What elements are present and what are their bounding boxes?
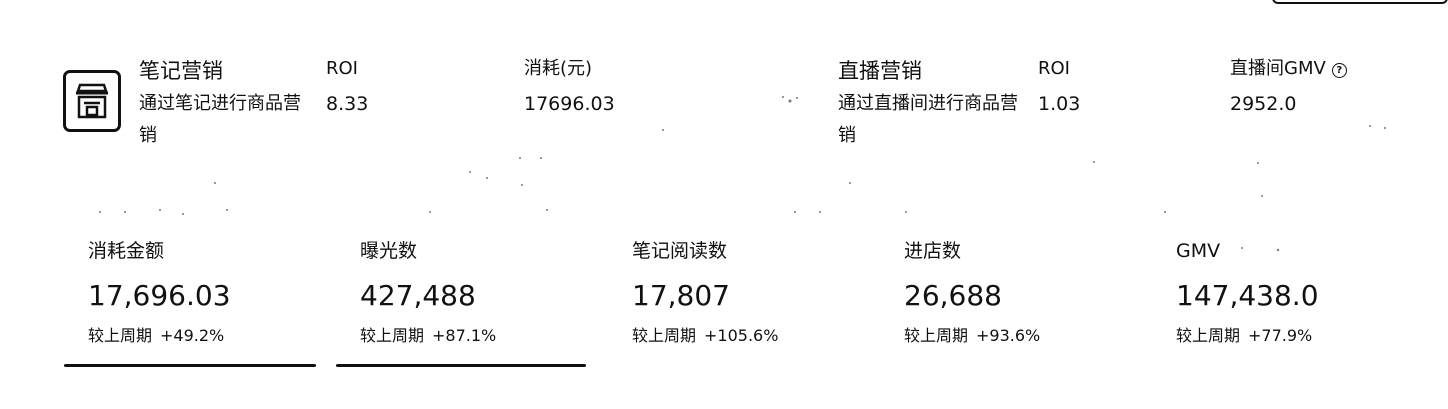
kpi-change: 较上周期 +49.2% bbox=[88, 325, 231, 347]
kpi-gmv[interactable]: GMV 147,438.0 较上周期 +77.9% bbox=[1176, 239, 1319, 347]
kpi-change-value: +105.6% bbox=[704, 326, 779, 345]
kpi-compare-label: 较上周期 bbox=[360, 326, 425, 345]
kpi-spend[interactable]: 消耗金额 17,696.03 较上周期 +49.2% bbox=[88, 239, 231, 347]
live-roi-label: ROI bbox=[1038, 58, 1070, 79]
kpi-change: 较上周期 +93.6% bbox=[904, 325, 1040, 347]
live-marketing-title: 直播营销 bbox=[838, 59, 922, 83]
kpi-label: GMV bbox=[1176, 240, 1221, 262]
note-spend-label: 消耗(元) bbox=[524, 58, 593, 79]
kpi-change: 较上周期 +87.1% bbox=[360, 325, 496, 347]
kpi-value: 26,688 bbox=[904, 279, 1002, 312]
question-circle-icon[interactable]: ? bbox=[1331, 63, 1347, 78]
note-spend-value: 17696.03 bbox=[524, 93, 615, 115]
note-marketing-title: 笔记营销 bbox=[139, 59, 223, 83]
live-gmv-value: 2952.0 bbox=[1230, 93, 1297, 115]
note-roi-value: 8.33 bbox=[326, 93, 369, 115]
live-marketing-description: 通过直播间进行商品营销 bbox=[838, 93, 1018, 146]
kpi-label: 消耗金额 bbox=[88, 240, 165, 262]
tab-underline-impressions bbox=[336, 364, 586, 367]
kpi-value: 17,807 bbox=[632, 279, 730, 312]
kpi-note-reads[interactable]: 笔记阅读数 17,807 较上周期 +105.6% bbox=[632, 239, 778, 347]
kpi-change-value: +87.1% bbox=[432, 326, 497, 345]
kpi-compare-label: 较上周期 bbox=[632, 326, 697, 345]
kpi-label: 笔记阅读数 bbox=[632, 240, 728, 262]
kpi-label: 进店数 bbox=[904, 240, 962, 262]
note-roi-label: ROI bbox=[326, 58, 358, 79]
kpi-compare-label: 较上周期 bbox=[904, 326, 969, 345]
kpi-change-value: +77.9% bbox=[1248, 326, 1313, 345]
kpi-compare-label: 较上周期 bbox=[1176, 326, 1241, 345]
tab-underline-spend bbox=[64, 364, 316, 367]
live-gmv-label-wrap: 直播间GMV? bbox=[1230, 57, 1347, 81]
live-roi-value: 1.03 bbox=[1038, 93, 1081, 115]
kpi-label: 曝光数 bbox=[360, 240, 418, 262]
kpi-store-visits[interactable]: 进店数 26,688 较上周期 +93.6% bbox=[904, 239, 1040, 347]
note-marketing-description: 通过笔记进行商品营销 bbox=[139, 93, 301, 146]
kpi-change-value: +49.2% bbox=[160, 326, 225, 345]
kpi-change: 较上周期 +105.6% bbox=[632, 325, 778, 347]
kpi-value: 147,438.0 bbox=[1176, 279, 1319, 312]
store-icon bbox=[63, 70, 121, 132]
kpi-value: 427,488 bbox=[360, 279, 476, 312]
kpi-change: 较上周期 +77.9% bbox=[1176, 325, 1319, 347]
kpi-value: 17,696.03 bbox=[88, 279, 231, 312]
live-gmv-label: 直播间GMV bbox=[1230, 58, 1326, 79]
kpi-compare-label: 较上周期 bbox=[88, 326, 153, 345]
kpi-impressions[interactable]: 曝光数 427,488 较上周期 +87.1% bbox=[360, 239, 496, 347]
kpi-change-value: +93.6% bbox=[976, 326, 1041, 345]
